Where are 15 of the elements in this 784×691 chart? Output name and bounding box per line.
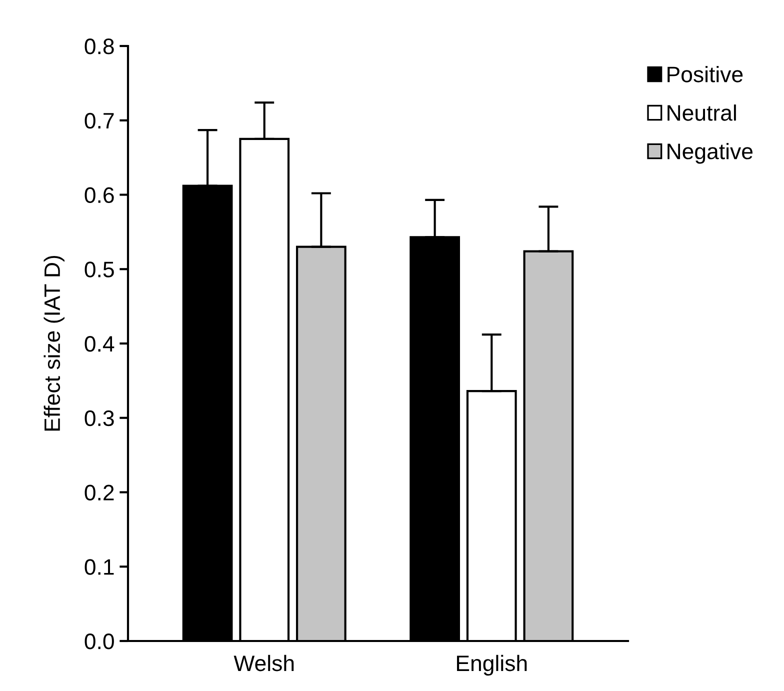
x-tick-label: English	[457, 654, 527, 676]
y-tick-label: 0.7	[84, 112, 114, 129]
y-tick-label: 0.4	[84, 336, 114, 352]
legend-label: Neutral	[668, 104, 736, 121]
y-tick-label: 0.5	[84, 262, 114, 278]
legend-label: Positive	[668, 66, 743, 82]
x-tick-label: Welsh	[234, 654, 294, 672]
y-tick-label: 0.6	[84, 187, 114, 204]
y-tick-label: 0.2	[84, 484, 114, 501]
y-tick-label: 0.8	[84, 38, 114, 54]
y-tick-label: 0.3	[84, 410, 114, 426]
y-tick-label: 0.1	[84, 559, 114, 575]
y-tick-label: 0.0	[84, 634, 114, 650]
legend-label: Negative	[668, 142, 752, 164]
y-axis-title: Effect size (IAT D)	[44, 256, 64, 431]
